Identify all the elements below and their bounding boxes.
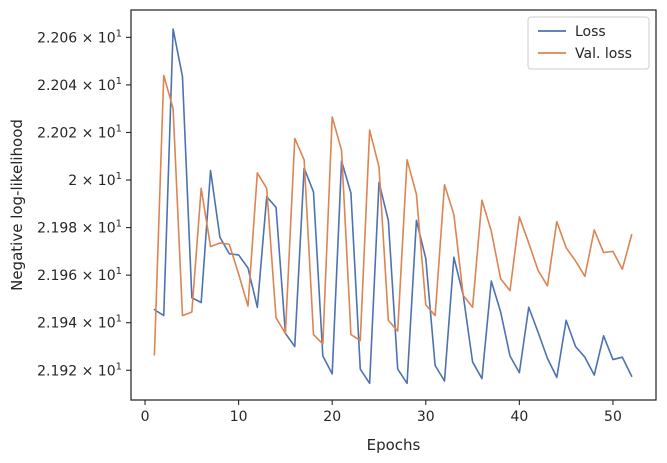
series-line-2	[153, 74, 633, 356]
x-tick-label: 10	[230, 409, 248, 425]
y-axis-ticks: 2.192 × 101 2.194 × 101 2.196 × 101 2.198 ×…	[37, 28, 131, 379]
legend-label: Val. loss	[575, 46, 632, 62]
y-tick-label: 2.194 × 101	[37, 314, 122, 332]
x-tick-label: 30	[417, 409, 435, 425]
x-axis-label: Epochs	[367, 436, 421, 454]
y-tick-label: 2.202 × 101	[37, 123, 122, 141]
y-tick-label: 2.206 × 101	[37, 28, 122, 46]
plot-lines	[153, 28, 633, 385]
x-tick-label: 50	[604, 409, 622, 425]
x-tick-label: 0	[141, 409, 150, 425]
y-tick-label: 2 × 101	[68, 171, 122, 189]
x-axis-ticks: 0 10 20 30 40 50	[141, 400, 622, 425]
y-tick-label: 2.196 × 101	[37, 266, 122, 284]
y-tick-label: 2.204 × 101	[37, 76, 122, 94]
y-tick-label: 2.198 × 101	[37, 219, 122, 237]
legend-box	[527, 16, 650, 70]
x-tick-label: 40	[510, 409, 528, 425]
legend-label: Loss	[575, 24, 606, 40]
x-tick-label: 20	[323, 409, 341, 425]
y-tick-label: 2.192 × 101	[37, 361, 122, 379]
y-axis-label: Negative log-likelihood	[8, 119, 26, 291]
plot-frame	[130, 9, 657, 401]
series-line-1	[153, 28, 633, 385]
legend: Loss Val. loss	[527, 16, 650, 70]
